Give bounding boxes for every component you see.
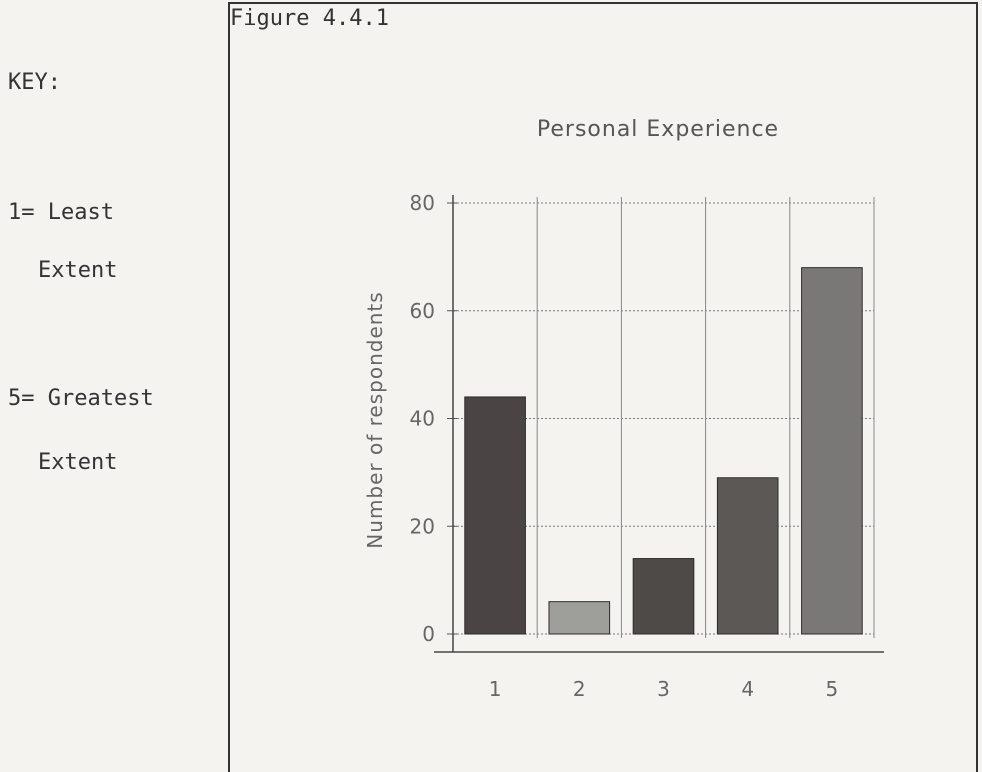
key-least-extent: Extent xyxy=(38,258,118,283)
bar-2 xyxy=(548,601,611,635)
ytick-label-40: 40 xyxy=(410,407,435,431)
bar-3 xyxy=(632,558,695,635)
ytick-label-20: 20 xyxy=(410,514,435,538)
key-least-label: 1= Least xyxy=(8,200,114,225)
figure-frame xyxy=(228,2,978,772)
ytick-label-80: 80 xyxy=(410,191,435,215)
y-axis-label: Number of respondents xyxy=(363,291,387,548)
key-greatest-label: 5= Greatest xyxy=(8,386,154,411)
xtick-label-2: 2 xyxy=(573,677,586,701)
tick-labels: 0 20 40 60 80 1 2 3 4 5 xyxy=(410,191,839,701)
bar-5 xyxy=(801,267,863,635)
xtick-label-1: 1 xyxy=(489,677,502,701)
key-heading: KEY: xyxy=(8,70,61,95)
bar-1 xyxy=(464,396,526,635)
xtick-label-4: 4 xyxy=(741,677,754,701)
key-panel: KEY: 1= Least Extent 5= Greatest Extent xyxy=(0,0,228,761)
bar-4 xyxy=(716,477,779,635)
ytick-label-60: 60 xyxy=(410,299,435,323)
xtick-label-3: 3 xyxy=(657,677,670,701)
key-greatest-extent: Extent xyxy=(38,450,118,475)
axes xyxy=(434,195,884,653)
bars xyxy=(464,267,863,635)
grid-lines xyxy=(453,197,875,638)
figure-label: Figure 4.4.1 xyxy=(230,6,389,31)
ytick-label-0: 0 xyxy=(422,622,435,646)
chart-title: Personal Experience xyxy=(537,117,779,142)
xtick-label-5: 5 xyxy=(826,677,839,701)
